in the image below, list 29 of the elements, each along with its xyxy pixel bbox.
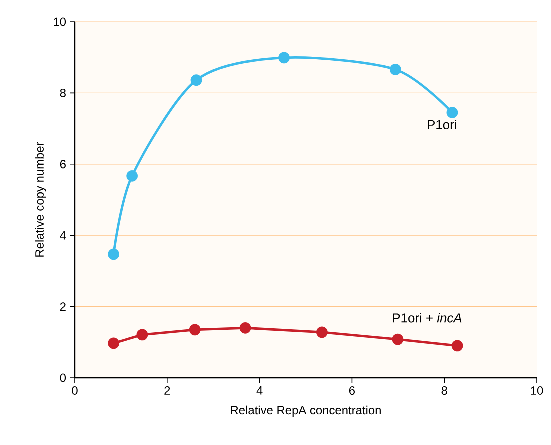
y-tick-label: 6 (60, 160, 66, 169)
series-label: P1ori + incA (393, 313, 462, 323)
x-tick-label: 6 (349, 386, 356, 395)
point (446, 107, 458, 118)
x-axis-title: Relative RepA concentration (231, 406, 381, 417)
point (278, 52, 290, 64)
x-tick-label: 8 (442, 386, 448, 395)
point (390, 64, 402, 76)
point (190, 74, 202, 86)
point (189, 324, 201, 336)
point (316, 326, 328, 338)
point (126, 170, 138, 182)
x-tick-label: 4 (256, 386, 263, 395)
point (392, 334, 404, 346)
point (108, 338, 120, 350)
point (452, 340, 464, 352)
y-tick-label: 8 (60, 88, 66, 98)
point (108, 248, 120, 260)
y-tick-label: 10 (54, 18, 66, 26)
y-tick-label: 0 (60, 374, 66, 382)
y-tick-label: 4 (60, 231, 66, 240)
x-tick-label: 2 (164, 386, 170, 395)
x-tick-label: 0 (72, 386, 78, 395)
y-axis-title: Relative copy number (35, 142, 46, 257)
point (240, 322, 252, 334)
series-label: P1ori (428, 120, 456, 130)
point (136, 329, 148, 341)
y-tick-label: 2 (60, 302, 66, 311)
x-tick-label: 10 (531, 386, 544, 395)
